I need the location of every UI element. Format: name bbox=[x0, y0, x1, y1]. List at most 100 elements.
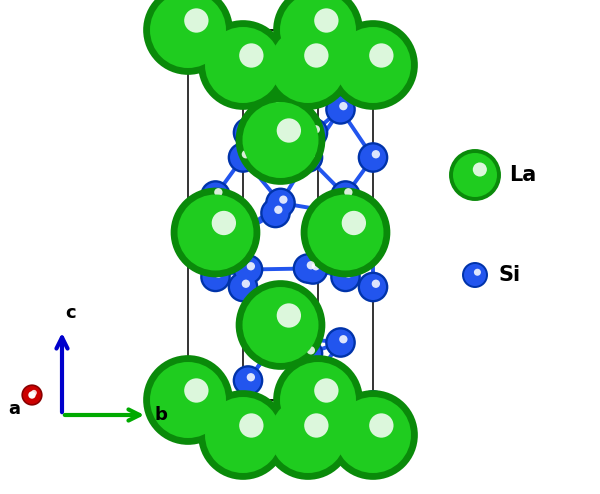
Circle shape bbox=[242, 224, 250, 232]
Circle shape bbox=[298, 117, 328, 148]
Circle shape bbox=[293, 420, 323, 451]
Circle shape bbox=[279, 329, 287, 337]
Circle shape bbox=[339, 335, 347, 343]
Circle shape bbox=[298, 254, 328, 285]
Circle shape bbox=[263, 200, 289, 226]
Circle shape bbox=[235, 368, 261, 394]
Circle shape bbox=[293, 253, 323, 284]
Text: Si: Si bbox=[498, 265, 520, 285]
Circle shape bbox=[342, 211, 366, 235]
Circle shape bbox=[360, 218, 386, 245]
Circle shape bbox=[474, 269, 481, 276]
Circle shape bbox=[295, 422, 321, 448]
Circle shape bbox=[314, 378, 338, 403]
Circle shape bbox=[344, 188, 353, 197]
Circle shape bbox=[464, 264, 486, 286]
Circle shape bbox=[233, 117, 263, 148]
Circle shape bbox=[227, 142, 259, 173]
Circle shape bbox=[260, 198, 291, 228]
Text: a: a bbox=[8, 400, 20, 418]
Circle shape bbox=[170, 188, 260, 277]
Circle shape bbox=[31, 390, 37, 396]
Circle shape bbox=[328, 200, 353, 226]
Circle shape bbox=[242, 102, 319, 178]
Circle shape bbox=[205, 27, 281, 103]
Circle shape bbox=[369, 43, 394, 68]
Circle shape bbox=[242, 398, 250, 406]
Circle shape bbox=[372, 150, 380, 159]
Circle shape bbox=[235, 256, 261, 283]
Circle shape bbox=[332, 182, 359, 208]
Circle shape bbox=[330, 261, 361, 292]
Circle shape bbox=[198, 20, 288, 110]
Circle shape bbox=[314, 8, 338, 33]
Circle shape bbox=[23, 386, 41, 404]
Circle shape bbox=[230, 145, 256, 170]
Circle shape bbox=[227, 390, 259, 421]
Circle shape bbox=[279, 196, 287, 204]
Circle shape bbox=[143, 0, 233, 75]
Circle shape bbox=[239, 413, 263, 438]
Circle shape bbox=[293, 50, 323, 81]
Circle shape bbox=[143, 355, 233, 445]
Circle shape bbox=[230, 218, 256, 245]
Circle shape bbox=[304, 413, 329, 438]
Circle shape bbox=[307, 150, 315, 159]
Circle shape bbox=[295, 52, 321, 78]
Circle shape bbox=[236, 95, 325, 185]
Circle shape bbox=[300, 120, 326, 146]
Circle shape bbox=[274, 102, 283, 110]
Circle shape bbox=[239, 43, 263, 68]
Circle shape bbox=[300, 256, 326, 283]
Circle shape bbox=[325, 94, 356, 125]
Circle shape bbox=[214, 270, 223, 278]
Circle shape bbox=[372, 398, 380, 406]
Circle shape bbox=[205, 397, 281, 473]
Circle shape bbox=[242, 287, 319, 363]
Circle shape bbox=[295, 255, 321, 282]
Circle shape bbox=[344, 270, 353, 278]
Circle shape bbox=[277, 303, 301, 328]
Circle shape bbox=[312, 373, 320, 381]
Circle shape bbox=[304, 43, 329, 68]
Circle shape bbox=[312, 262, 320, 270]
Circle shape bbox=[293, 338, 323, 369]
Circle shape bbox=[277, 119, 301, 143]
Circle shape bbox=[279, 77, 287, 85]
Circle shape bbox=[242, 280, 250, 288]
Circle shape bbox=[274, 335, 283, 343]
Circle shape bbox=[227, 272, 259, 302]
Circle shape bbox=[268, 323, 293, 349]
Circle shape bbox=[263, 329, 289, 356]
Circle shape bbox=[358, 390, 388, 421]
Circle shape bbox=[268, 190, 293, 216]
Circle shape bbox=[372, 280, 380, 288]
Circle shape bbox=[214, 188, 223, 197]
Circle shape bbox=[295, 340, 321, 367]
Circle shape bbox=[339, 206, 347, 214]
Circle shape bbox=[236, 280, 325, 370]
Circle shape bbox=[298, 365, 328, 396]
Circle shape bbox=[307, 428, 315, 436]
Circle shape bbox=[178, 195, 254, 271]
Circle shape bbox=[358, 216, 388, 247]
Circle shape bbox=[473, 163, 487, 176]
Text: b: b bbox=[155, 406, 168, 424]
Circle shape bbox=[150, 0, 226, 68]
Circle shape bbox=[325, 327, 356, 358]
Circle shape bbox=[328, 20, 418, 110]
Circle shape bbox=[360, 145, 386, 170]
Circle shape bbox=[307, 346, 315, 355]
Circle shape bbox=[307, 58, 315, 66]
Circle shape bbox=[335, 27, 411, 103]
Circle shape bbox=[263, 96, 289, 123]
Circle shape bbox=[247, 262, 255, 270]
Circle shape bbox=[203, 264, 229, 290]
Circle shape bbox=[230, 274, 256, 300]
Text: La: La bbox=[509, 165, 536, 185]
Circle shape bbox=[265, 321, 296, 351]
Circle shape bbox=[301, 188, 391, 277]
Circle shape bbox=[332, 264, 359, 290]
Circle shape bbox=[307, 261, 315, 269]
Circle shape bbox=[203, 182, 229, 208]
